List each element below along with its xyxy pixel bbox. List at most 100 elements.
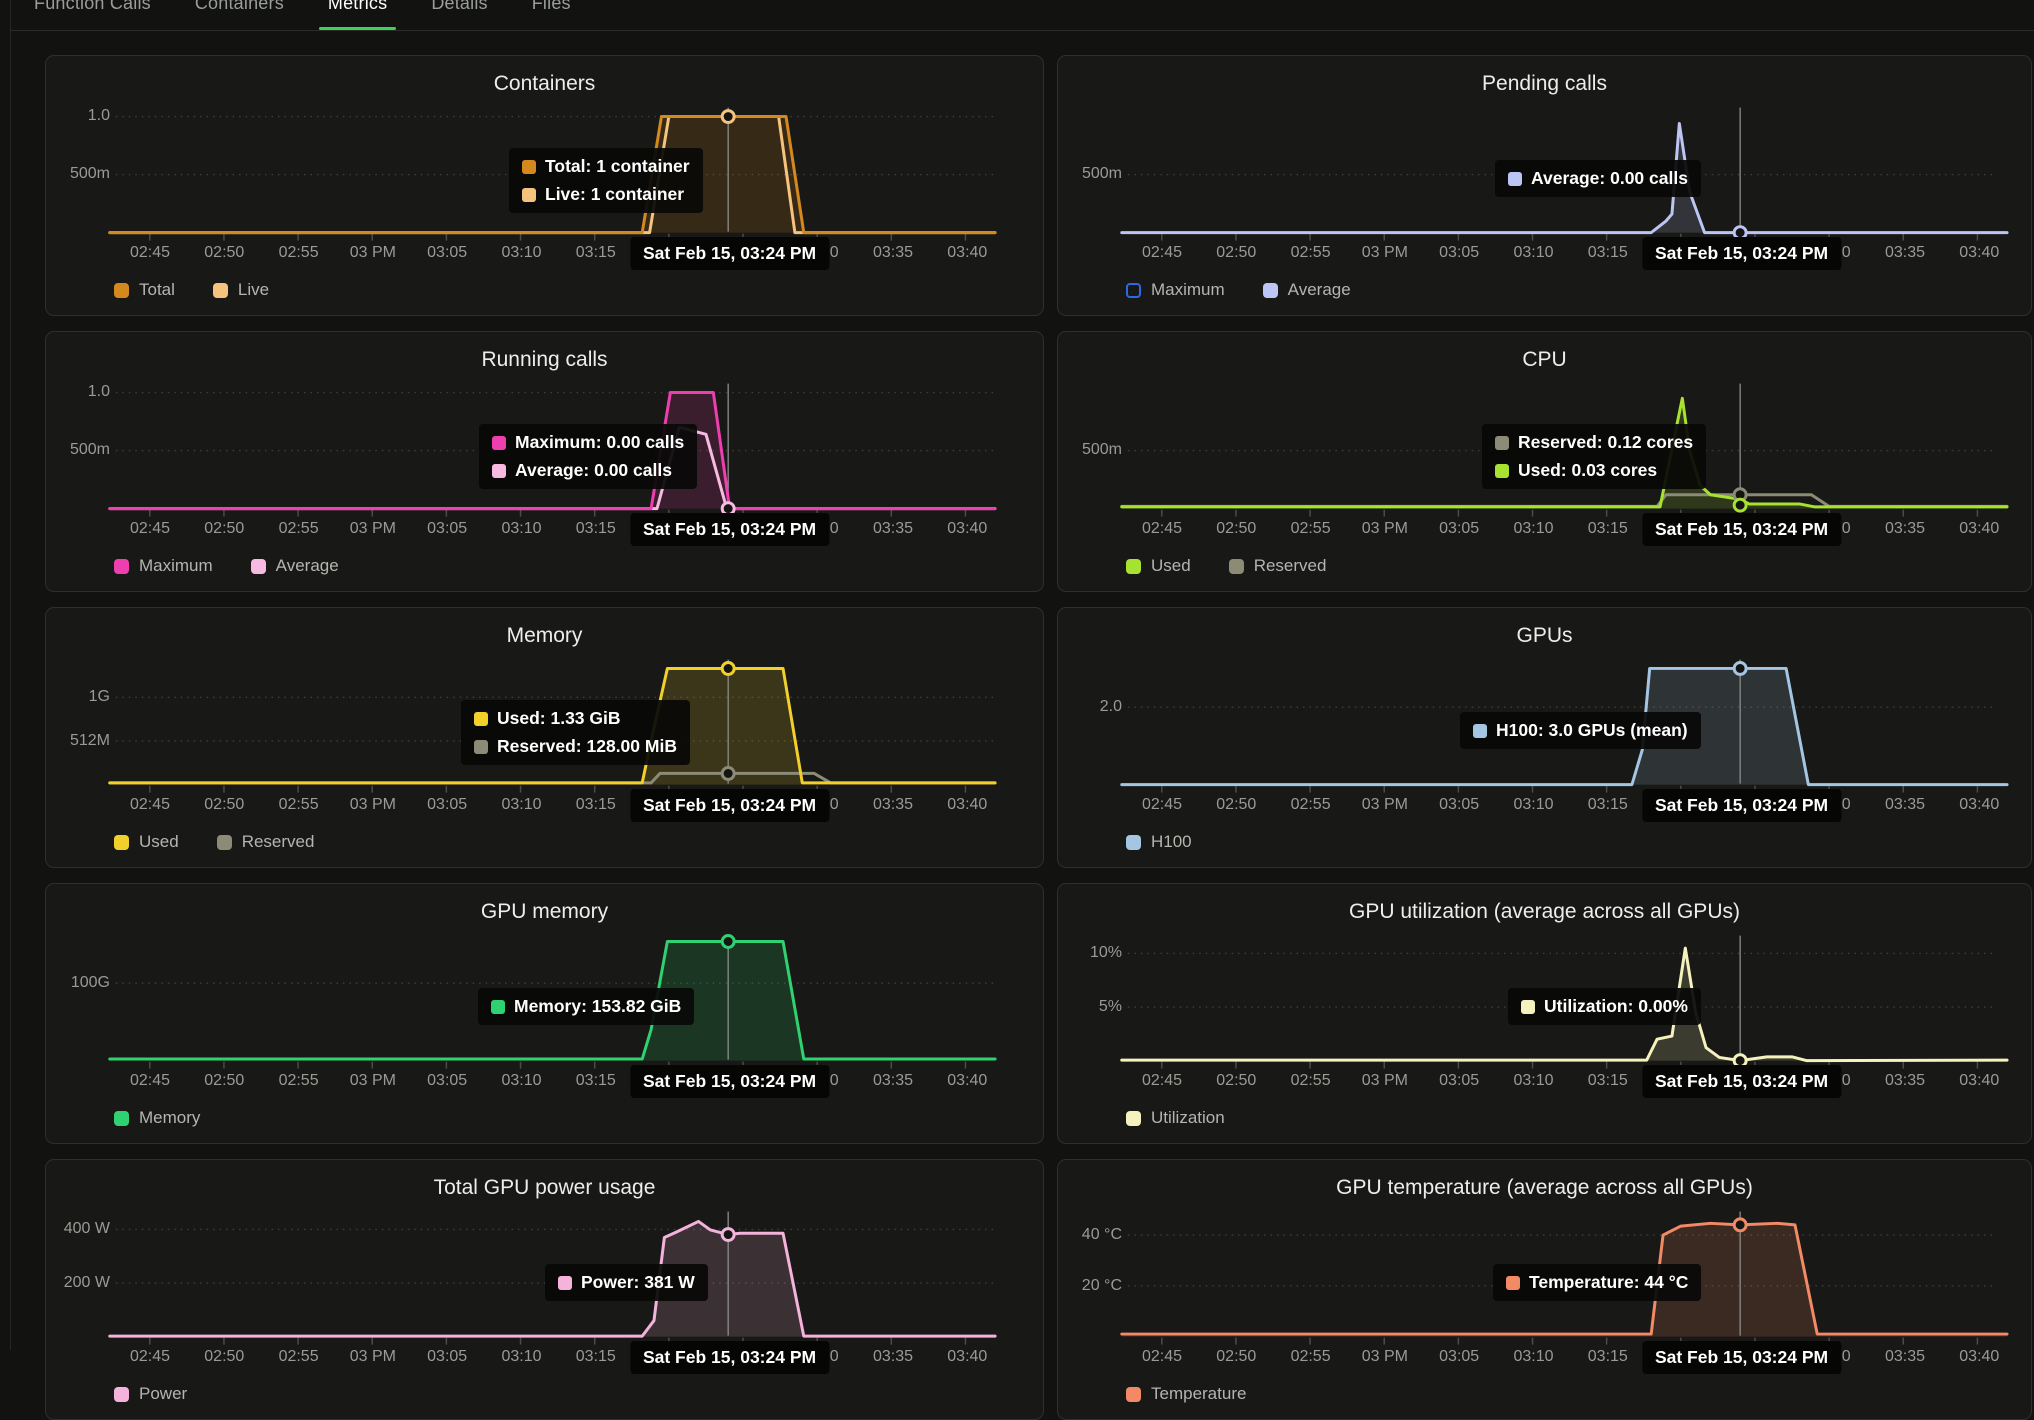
legend-item-memory[interactable]: Memory [114, 1108, 200, 1128]
legend-item-used[interactable]: Used [114, 832, 179, 852]
chart-card: Containers Total: 1 container Live: 1 con… [45, 55, 1044, 316]
hover-point-marker [720, 661, 736, 676]
chart-plot[interactable] [1058, 608, 2031, 867]
chart-legend: Memory [114, 1108, 200, 1128]
legend-label: Reserved [241, 832, 315, 851]
chart-legend: Power [114, 1384, 187, 1404]
legend-swatch-icon [114, 1110, 129, 1126]
tab-containers[interactable]: Containers [195, 0, 284, 30]
chart-card: GPUs H100: 3.0 GPUs (mean) Sat Feb 15, 0… [1057, 607, 2032, 868]
chart-plot[interactable] [46, 608, 1043, 867]
legend-label: Memory [139, 1108, 201, 1127]
legend-swatch-icon [1126, 1386, 1141, 1402]
legend-swatch-icon [212, 282, 228, 298]
active-tab-underline [318, 26, 397, 30]
legend-label: Total [139, 280, 175, 299]
chart-plot[interactable] [1058, 56, 2031, 315]
hover-point-marker [720, 934, 736, 949]
hover-point-marker [720, 766, 736, 781]
legend-swatch-icon [1126, 1110, 1141, 1126]
chart-legend: Maximum Average [114, 556, 339, 576]
legend-label: Maximum [1151, 280, 1225, 299]
chart-plot[interactable] [46, 56, 1043, 315]
tab-label: Function Calls [34, 0, 151, 13]
legend-item-average[interactable]: Average [1262, 280, 1351, 300]
chart-card: CPU Reserved: 0.12 cores Used: 0.03 cores… [1057, 331, 2032, 592]
chart-card: Running calls Maximum: 0.00 calls Average… [45, 331, 1044, 592]
chart-legend: Utilization [1126, 1108, 1225, 1128]
chart-card: GPU temperature (average across all GPUs… [1057, 1159, 2032, 1420]
legend-swatch-icon [216, 834, 232, 850]
chart-plot[interactable] [1058, 884, 2031, 1143]
tab-metrics[interactable]: Metrics [318, 0, 397, 30]
chart-plot[interactable] [46, 884, 1043, 1143]
legend-item-live[interactable]: Live [212, 280, 270, 300]
legend-swatch-icon [114, 558, 129, 574]
tab-label: Files [531, 0, 571, 13]
legend-item-maximum[interactable]: Maximum [114, 556, 213, 576]
tab-label: Details [431, 0, 488, 13]
legend-item-average[interactable]: Average [250, 556, 339, 576]
chart-card: GPU memory Memory: 153.82 GiB Sat Feb 15… [45, 883, 1044, 1144]
legend-label: Live [237, 280, 270, 299]
legend-item-used[interactable]: Used [1126, 556, 1191, 576]
legend-swatch-icon [114, 282, 129, 298]
hover-point-marker [720, 501, 736, 517]
legend-label: Maximum [139, 556, 213, 575]
legend-item-total[interactable]: Total [114, 280, 175, 300]
tab-function-calls[interactable]: Function Calls [34, 0, 151, 30]
legend-label: Reserved [1253, 556, 1327, 575]
chart-plot[interactable] [46, 1160, 1043, 1419]
legend-label: Used [1151, 556, 1191, 575]
tab-files[interactable]: Files [532, 0, 571, 30]
legend-swatch-icon [114, 834, 129, 850]
legend-label: Temperature [1151, 1384, 1247, 1403]
legend-swatch-icon [1126, 834, 1141, 850]
legend-swatch-icon [250, 558, 266, 574]
chart-plot[interactable] [1058, 1160, 2031, 1419]
hover-point-marker [1732, 225, 1748, 241]
chart-legend: H100 [1126, 832, 1192, 852]
chart-plot[interactable] [1058, 332, 2031, 591]
legend-item-temperature[interactable]: Temperature [1126, 1384, 1246, 1404]
legend-swatch-icon [1262, 282, 1278, 298]
hover-point-marker [1732, 661, 1748, 676]
chart-legend: Temperature [1126, 1384, 1246, 1404]
legend-label: Used [139, 832, 179, 851]
chart-card: GPU utilization (average across all GPUs… [1057, 883, 2032, 1144]
hover-point-marker [1732, 497, 1748, 513]
legend-label: H100 [1151, 832, 1192, 851]
chart-legend: Total Live [114, 280, 269, 300]
legend-swatch-hollow-icon [1126, 282, 1141, 298]
chart-card: Pending calls Average: 0.00 calls Sat Fe… [1057, 55, 2032, 316]
legend-label: Power [139, 1384, 188, 1403]
chart-plot[interactable] [46, 332, 1043, 591]
hover-point-marker [1732, 1053, 1748, 1069]
legend-swatch-icon [1126, 558, 1141, 574]
chart-legend: Maximum Average [1126, 280, 1351, 300]
legend-item-reserved[interactable]: Reserved [216, 832, 315, 852]
legend-label: Average [1287, 280, 1351, 299]
tab-label: Metrics [327, 0, 388, 13]
chart-card: Total GPU power usage Power: 381 W Sat F… [45, 1159, 1044, 1420]
tab-bar: Function Calls Containers Metrics Detail… [11, 0, 2034, 31]
tab-label: Containers [194, 0, 284, 13]
chart-card: Memory Used: 1.33 GiB Reserved: 128.00 Mi… [45, 607, 1044, 868]
legend-label: Utilization [1151, 1108, 1225, 1127]
legend-item-h100[interactable]: H100 [1126, 832, 1192, 852]
legend-item-reserved[interactable]: Reserved [1228, 556, 1327, 576]
charts-grid: Containers Total: 1 container Live: 1 con… [45, 55, 2034, 1420]
hover-point-marker [1732, 1217, 1748, 1233]
legend-label: Average [275, 556, 339, 575]
hover-point-marker [720, 109, 736, 124]
tab-details[interactable]: Details [431, 0, 487, 30]
content-left-border [10, 0, 11, 1350]
legend-item-maximum[interactable]: Maximum [1126, 280, 1225, 300]
chart-legend: Used Reserved [1126, 556, 1326, 576]
legend-swatch-icon [1228, 558, 1244, 574]
legend-item-utilization[interactable]: Utilization [1126, 1108, 1225, 1128]
legend-swatch-icon [114, 1386, 129, 1402]
chart-legend: Used Reserved [114, 832, 314, 852]
hover-point-marker [720, 1227, 736, 1242]
legend-item-power[interactable]: Power [114, 1384, 187, 1404]
